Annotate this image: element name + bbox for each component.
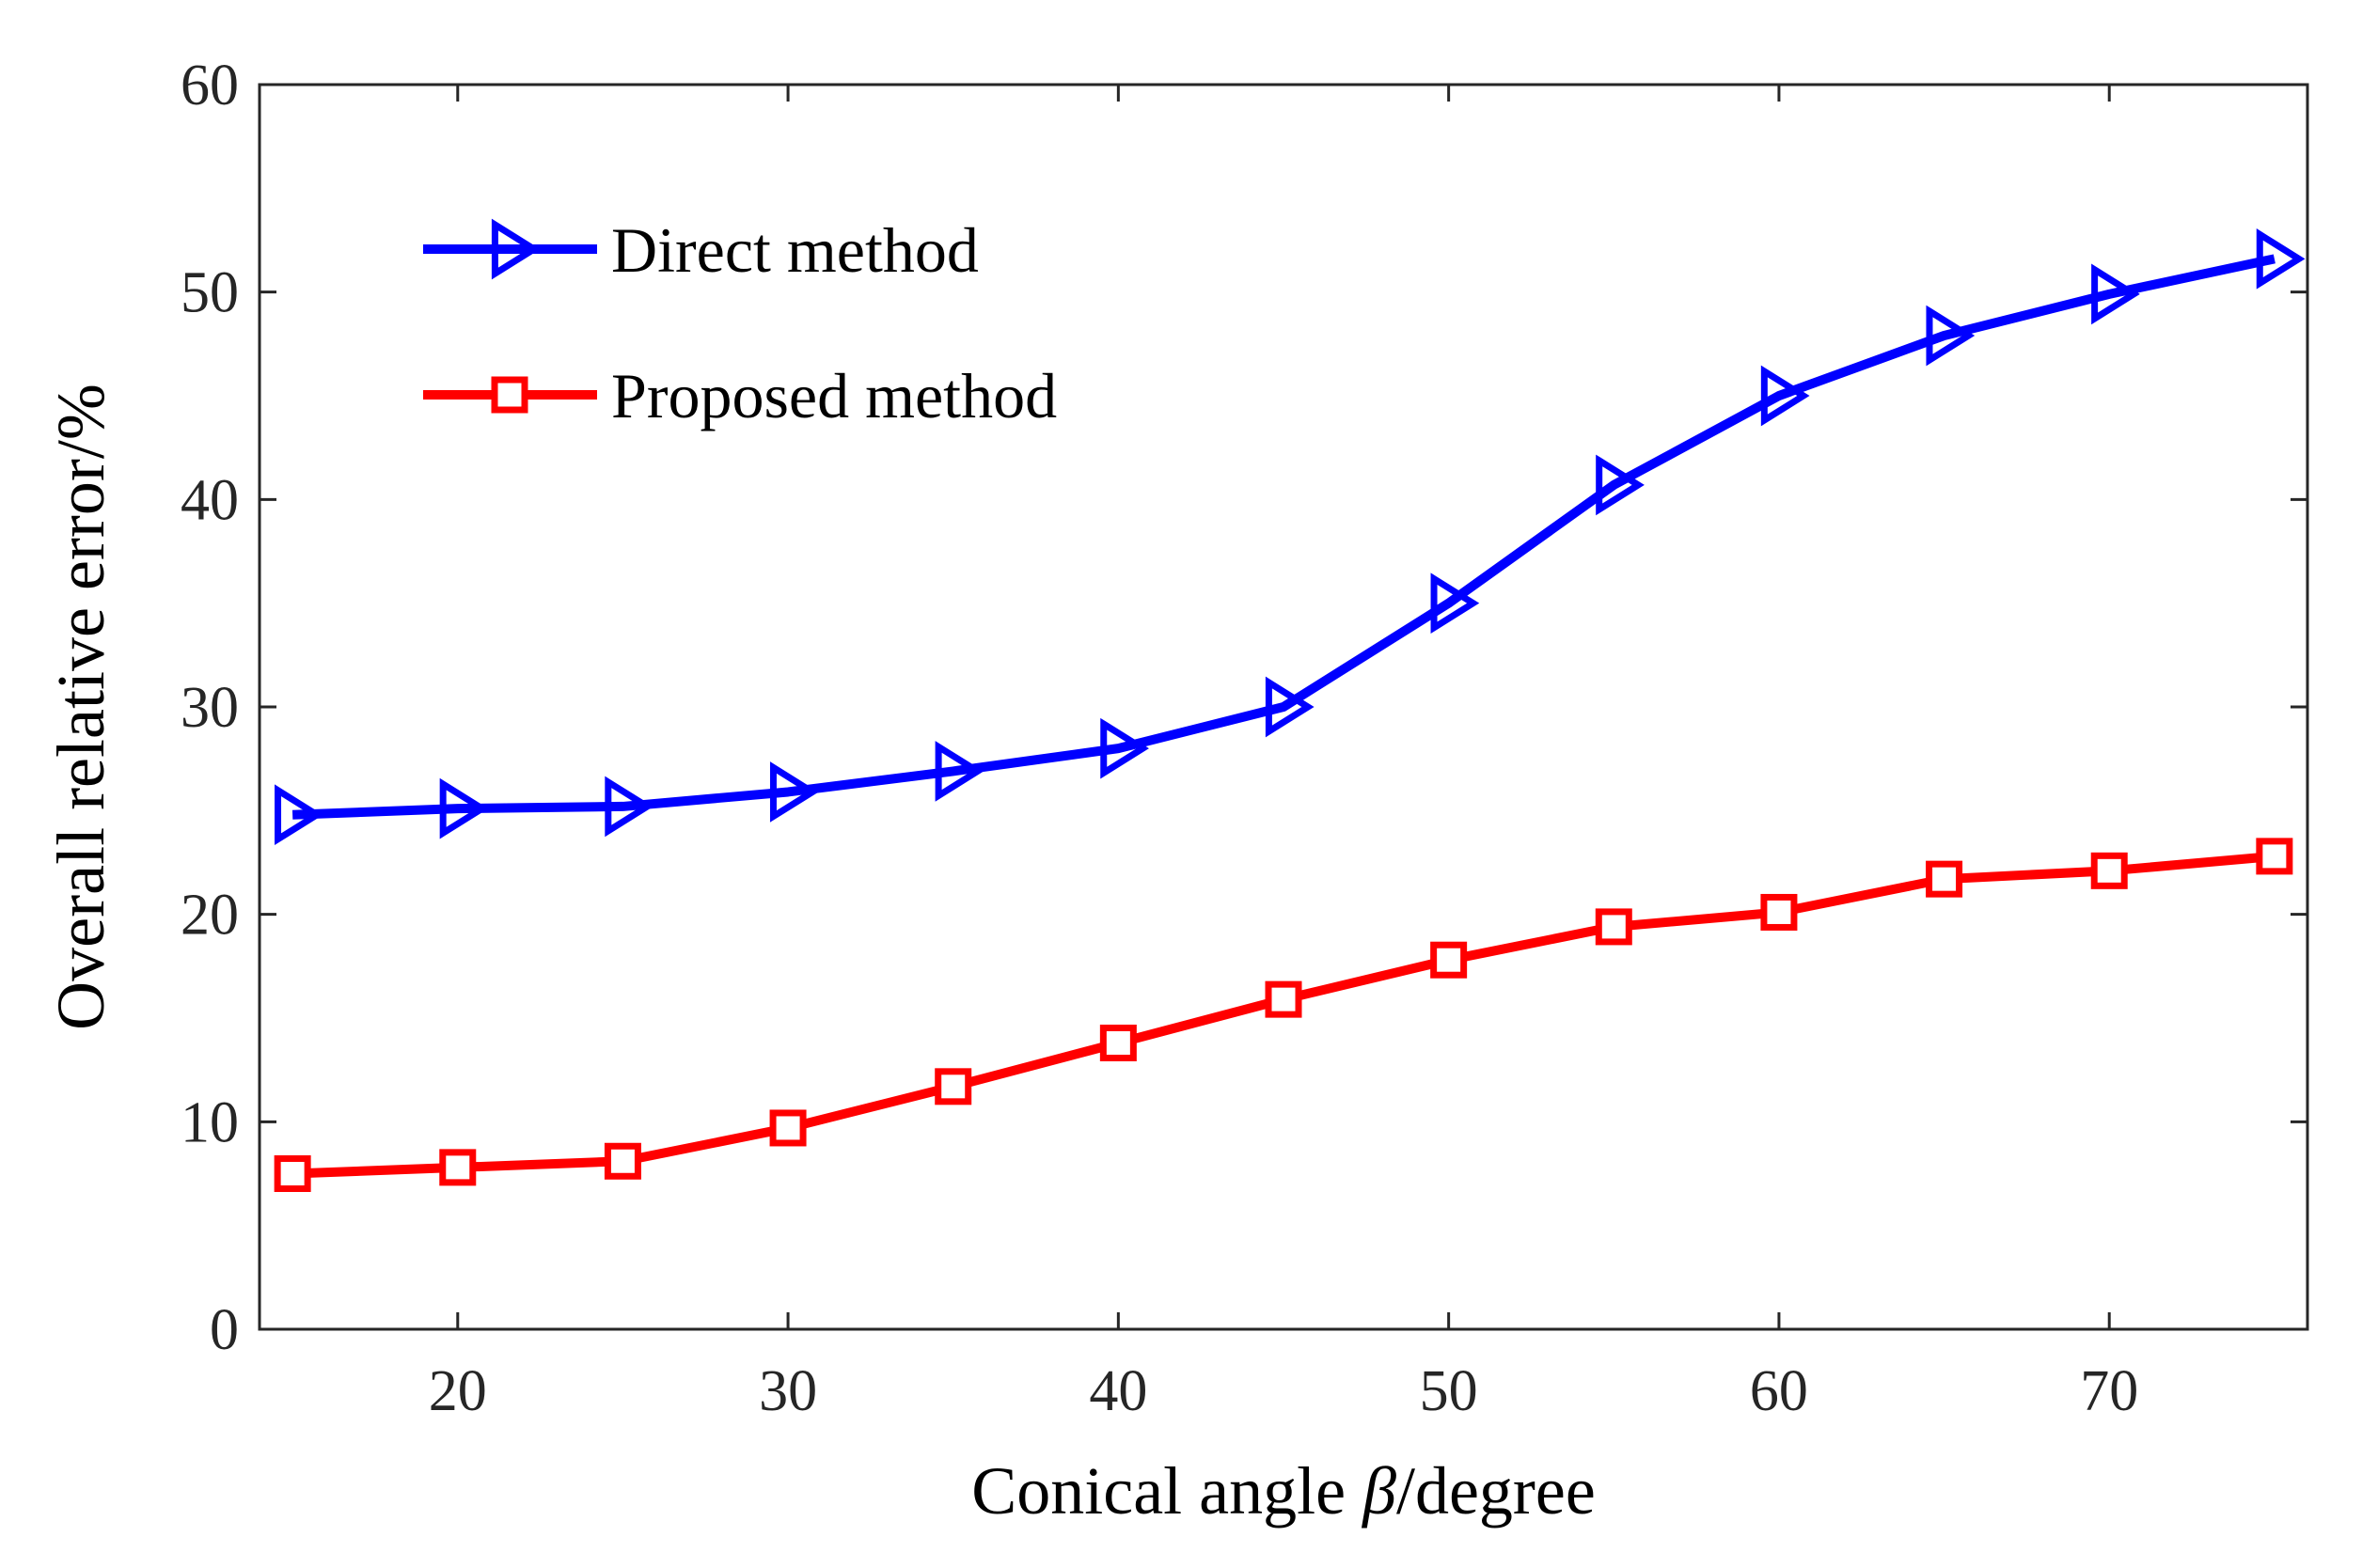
data-point-triangle xyxy=(935,741,984,802)
y-tick-label: 40 xyxy=(181,468,239,532)
data-point-square xyxy=(439,1149,477,1186)
y-tick-label: 0 xyxy=(210,1298,239,1362)
data-point-square xyxy=(2090,852,2128,889)
y-tick-label: 10 xyxy=(181,1090,239,1154)
data-point-square xyxy=(491,376,528,414)
y-tick-label: 50 xyxy=(181,261,239,325)
x-tick-label: 60 xyxy=(1750,1359,1808,1423)
data-point-square xyxy=(2256,838,2293,875)
data-point-square xyxy=(604,1142,641,1180)
data-point-square xyxy=(1926,860,1963,898)
data-point-triangle xyxy=(1265,676,1315,738)
series-layer xyxy=(274,228,2306,1192)
data-point-triangle xyxy=(605,776,654,838)
data-point-triangle xyxy=(1926,305,1976,367)
data-point-triangle xyxy=(2256,228,2306,290)
data-point-square xyxy=(1099,1024,1137,1061)
x-axis-title-unit: /degree xyxy=(1396,1453,1596,1529)
data-point-square xyxy=(769,1109,807,1147)
legend-label: Proposed method xyxy=(611,360,1057,431)
x-tick-label: 30 xyxy=(759,1359,817,1423)
data-point-triangle xyxy=(769,761,819,823)
series-proposed-method xyxy=(274,838,2293,1192)
series-line xyxy=(291,254,2275,820)
x-tick-label: 50 xyxy=(1420,1359,1478,1423)
legend-item: Direct method xyxy=(423,214,979,286)
x-tick-label: 70 xyxy=(2080,1359,2138,1423)
data-point-triangle xyxy=(275,784,323,846)
legend-item: Proposed method xyxy=(423,360,1057,431)
data-point-triangle xyxy=(1430,572,1480,634)
data-point-square xyxy=(1595,908,1632,946)
y-axis-ticks: 0 10 20 30 40 50 60 xyxy=(181,54,2307,1362)
x-axis-title-symbol: β xyxy=(1361,1453,1396,1529)
x-axis-title: Conical angle β/degree xyxy=(971,1453,1596,1529)
data-point-triangle xyxy=(1100,717,1149,779)
y-tick-label: 30 xyxy=(181,676,239,740)
data-point-triangle xyxy=(491,218,541,280)
data-point-triangle xyxy=(2091,263,2140,325)
data-point-square xyxy=(1265,980,1302,1018)
data-point-square xyxy=(935,1068,972,1105)
data-point-square xyxy=(1760,893,1798,931)
x-tick-label: 40 xyxy=(1089,1359,1147,1423)
y-tick-label: 60 xyxy=(181,54,239,118)
series-direct-method xyxy=(275,228,2306,846)
data-point-square xyxy=(274,1155,311,1192)
data-point-triangle xyxy=(1596,454,1645,516)
plot-frame xyxy=(258,83,2309,1331)
data-point-square xyxy=(1430,941,1468,979)
data-point-triangle xyxy=(1760,365,1810,427)
y-axis-title: Overall relative error/% xyxy=(43,384,118,1030)
legend: Direct method Proposed method xyxy=(423,214,1057,431)
data-point-triangle xyxy=(439,777,489,839)
legend-label: Direct method xyxy=(611,214,979,286)
y-tick-label: 20 xyxy=(181,884,239,948)
x-axis-ticks: 20 30 40 50 60 70 xyxy=(429,85,2138,1423)
x-tick-label: 20 xyxy=(429,1359,487,1423)
x-axis-title-text: Conical angle xyxy=(971,1453,1346,1529)
